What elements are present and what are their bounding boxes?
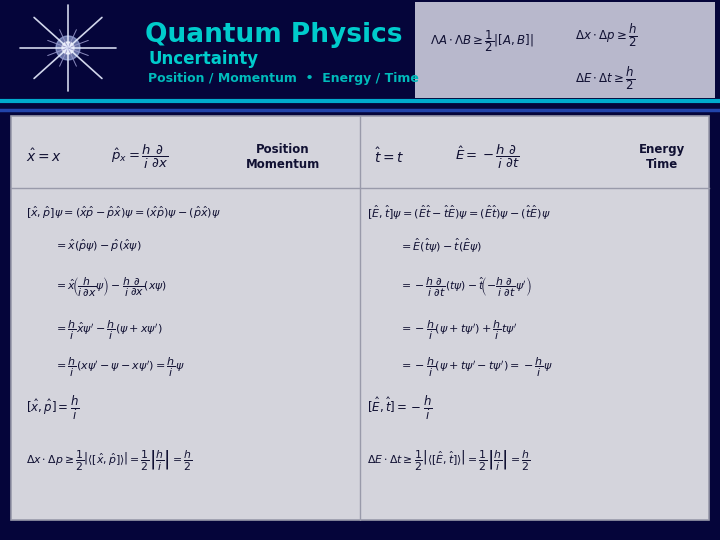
Text: $\Delta x \cdot \Delta p \geq \dfrac{1}{2}\left|\langle[\hat{x},\hat{p}]\rangle\: $\Delta x \cdot \Delta p \geq \dfrac{1}{… xyxy=(26,449,193,473)
Text: $\Delta x \cdot \Delta p \geq \dfrac{h}{2}$: $\Delta x \cdot \Delta p \geq \dfrac{h}{… xyxy=(575,22,638,49)
Text: $\Lambda A \cdot \Lambda B \geq \dfrac{1}{2}|[A,B]|$: $\Lambda A \cdot \Lambda B \geq \dfrac{1… xyxy=(430,28,534,53)
Text: Position
Momentum: Position Momentum xyxy=(246,143,320,171)
FancyBboxPatch shape xyxy=(11,116,709,520)
Text: $\hat{E} = -\dfrac{h}{i}\dfrac{\partial}{\partial t}$: $\hat{E} = -\dfrac{h}{i}\dfrac{\partial}… xyxy=(455,143,521,171)
Text: $\hat{t} = t$: $\hat{t} = t$ xyxy=(374,147,405,166)
FancyBboxPatch shape xyxy=(415,2,715,98)
Text: $= \hat{x}\!\left(\dfrac{h}{i\,\partial x}\psi\right) - \dfrac{h}{i}\dfrac{\part: $= \hat{x}\!\left(\dfrac{h}{i\,\partial … xyxy=(54,275,167,299)
Text: $= \dfrac{h}{i}(x\psi^{\prime}-\psi - x\psi^{\prime}) = \dfrac{h}{i}\psi$: $= \dfrac{h}{i}(x\psi^{\prime}-\psi - x\… xyxy=(54,356,185,379)
Text: $[\hat{x},\hat{p}] = \dfrac{h}{i}$: $[\hat{x},\hat{p}] = \dfrac{h}{i}$ xyxy=(26,394,80,422)
Text: $[\hat{x},\hat{p}]\psi = (\hat{x}\hat{p}-\hat{p}\hat{x})\psi = (\hat{x}\hat{p})\: $[\hat{x},\hat{p}]\psi = (\hat{x}\hat{p}… xyxy=(26,204,221,221)
Text: $= \dfrac{h}{i}\hat{x}\psi^{\prime} - \dfrac{h}{i}(\psi + x\psi^{\prime})$: $= \dfrac{h}{i}\hat{x}\psi^{\prime} - \d… xyxy=(54,319,163,342)
Text: $[\hat{E},\hat{t}] = -\dfrac{h}{i}$: $[\hat{E},\hat{t}] = -\dfrac{h}{i}$ xyxy=(367,394,433,422)
Circle shape xyxy=(62,42,74,54)
Text: Position / Momentum  •  Energy / Time: Position / Momentum • Energy / Time xyxy=(148,72,419,85)
Text: $= -\dfrac{h}{i}\dfrac{\partial}{\partial t}(t\psi) - \hat{t}\!\left(-\dfrac{h}{: $= -\dfrac{h}{i}\dfrac{\partial}{\partia… xyxy=(399,275,531,299)
Text: $= \hat{E}(\hat{t}\psi) - \hat{t}(\hat{E}\psi)$: $= \hat{E}(\hat{t}\psi) - \hat{t}(\hat{E… xyxy=(399,237,482,255)
Text: $[\hat{E},\hat{t}]\psi = (\hat{E}\hat{t}-\hat{t}\hat{E})\psi = (\hat{E}\hat{t})\: $[\hat{E},\hat{t}]\psi = (\hat{E}\hat{t}… xyxy=(367,203,551,222)
Text: $\Delta E \cdot \Delta t \geq \dfrac{h}{2}$: $\Delta E \cdot \Delta t \geq \dfrac{h}{… xyxy=(575,65,635,92)
Text: $\hat{p}_{x} = \dfrac{h}{i}\dfrac{\partial}{\partial x}$: $\hat{p}_{x} = \dfrac{h}{i}\dfrac{\parti… xyxy=(111,143,168,171)
Text: $= -\dfrac{h}{i}(\psi + t\psi^{\prime}-t\psi^{\prime}) = -\dfrac{h}{i}\psi$: $= -\dfrac{h}{i}(\psi + t\psi^{\prime}-t… xyxy=(399,356,552,379)
Text: Quantum Physics: Quantum Physics xyxy=(145,22,402,48)
Text: $= -\dfrac{h}{i}(\psi + t\psi^{\prime}) + \dfrac{h}{i}t\psi^{\prime}$: $= -\dfrac{h}{i}(\psi + t\psi^{\prime}) … xyxy=(399,319,517,342)
Text: Energy
Time: Energy Time xyxy=(639,143,685,171)
Text: $\hat{x} = x$: $\hat{x} = x$ xyxy=(26,148,62,165)
Text: $= \hat{x}(\hat{p}\psi) - \hat{p}(\hat{x}\psi)$: $= \hat{x}(\hat{p}\psi) - \hat{p}(\hat{x… xyxy=(54,238,142,254)
Text: $\Delta E \cdot \Delta t \geq \dfrac{1}{2}\left|\langle[\hat{E},\hat{t}]\rangle\: $\Delta E \cdot \Delta t \geq \dfrac{1}{… xyxy=(367,449,531,473)
Circle shape xyxy=(56,36,80,60)
Text: Uncertainty: Uncertainty xyxy=(148,50,258,68)
